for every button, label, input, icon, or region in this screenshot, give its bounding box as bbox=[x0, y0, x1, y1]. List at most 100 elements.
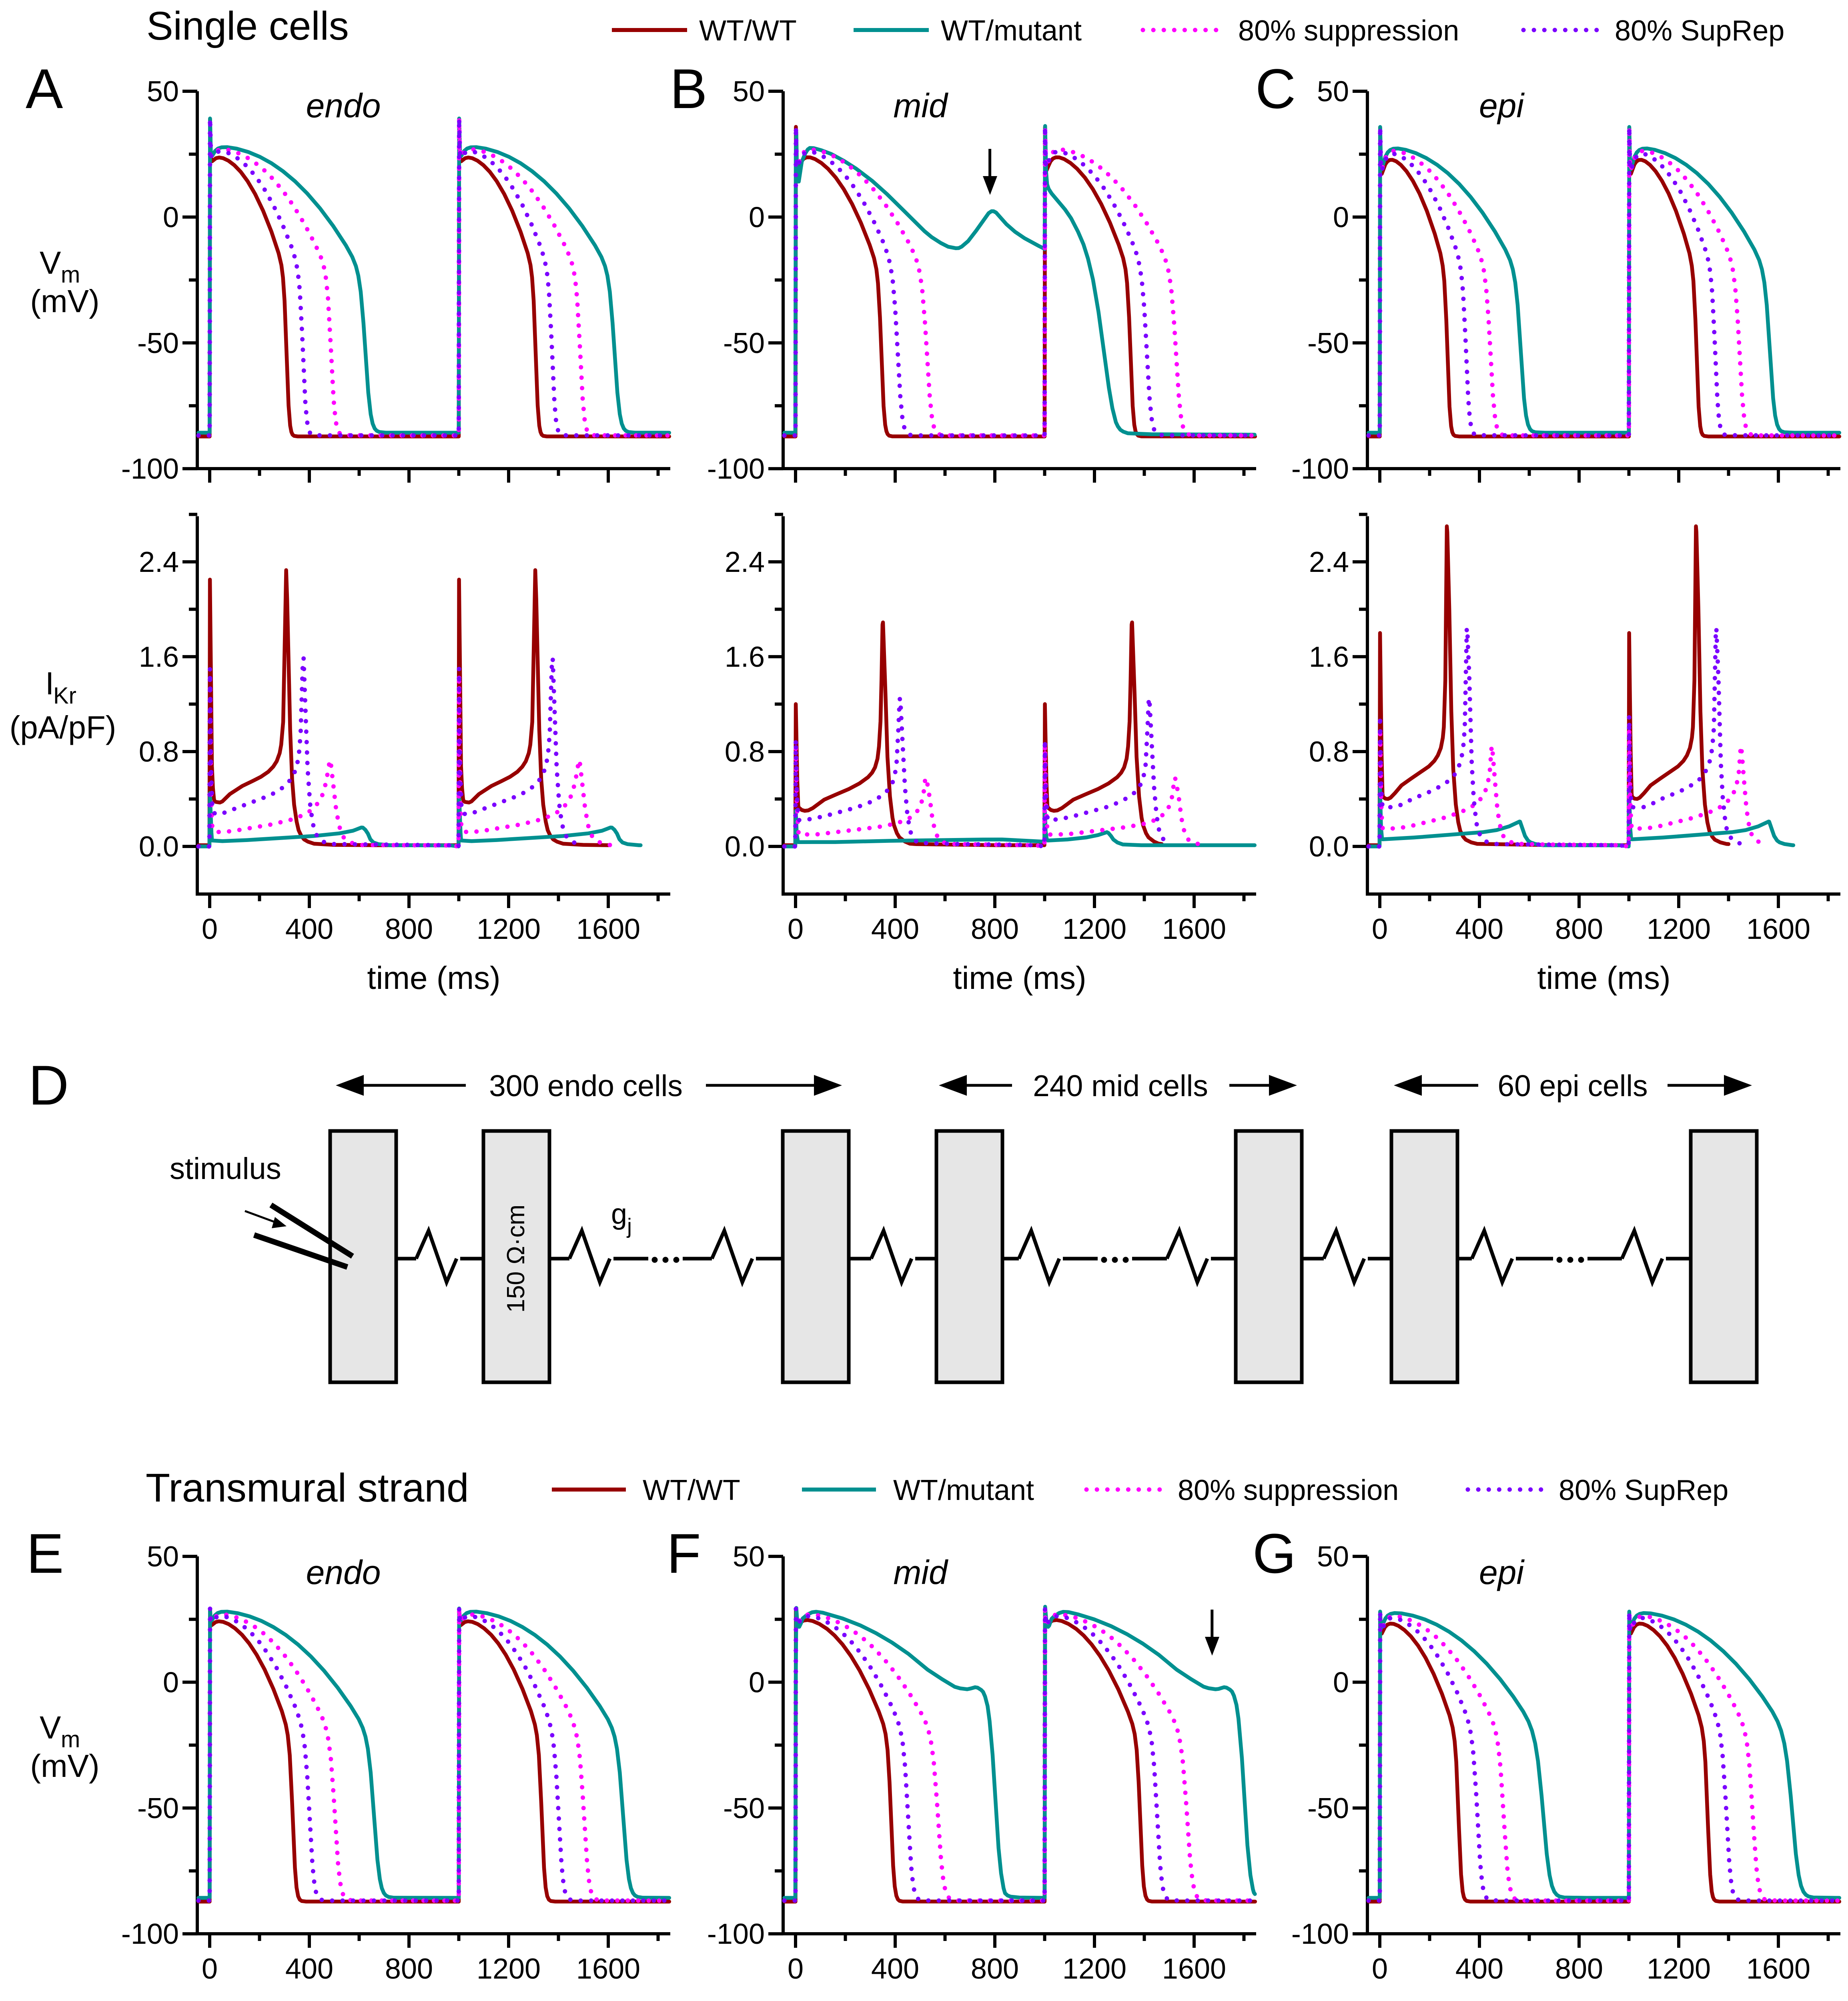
svg-text:50: 50 bbox=[733, 76, 765, 108]
svg-text:C: C bbox=[1255, 57, 1296, 120]
svg-text:-100: -100 bbox=[1291, 1918, 1349, 1950]
svg-text:j: j bbox=[626, 1214, 632, 1238]
svg-text:0: 0 bbox=[788, 1953, 804, 1985]
svg-text:-100: -100 bbox=[707, 1918, 765, 1950]
svg-text:mid: mid bbox=[893, 87, 948, 124]
svg-text:150 Ω·cm: 150 Ω·cm bbox=[502, 1205, 530, 1313]
svg-text:1200: 1200 bbox=[477, 913, 541, 945]
svg-text:800: 800 bbox=[971, 913, 1019, 945]
svg-text:50: 50 bbox=[733, 1541, 765, 1573]
svg-text:-50: -50 bbox=[723, 327, 765, 359]
svg-text:time (ms): time (ms) bbox=[953, 2000, 1086, 2001]
svg-text:0.0: 0.0 bbox=[1309, 831, 1349, 863]
svg-text:epi: epi bbox=[1479, 1554, 1525, 1591]
svg-text:0: 0 bbox=[1372, 1953, 1388, 1985]
svg-text:400: 400 bbox=[871, 1953, 919, 1985]
svg-text:I: I bbox=[45, 666, 54, 701]
svg-text:time (ms): time (ms) bbox=[1537, 2000, 1670, 2001]
svg-text:60 epi cells: 60 epi cells bbox=[1497, 1069, 1648, 1103]
svg-text:mid: mid bbox=[893, 1554, 948, 1591]
svg-text:-100: -100 bbox=[707, 453, 765, 485]
svg-text:0: 0 bbox=[202, 913, 218, 945]
svg-text:V: V bbox=[40, 1710, 61, 1745]
svg-text:1200: 1200 bbox=[1647, 913, 1711, 945]
svg-text:800: 800 bbox=[971, 1953, 1019, 1985]
svg-text:800: 800 bbox=[1555, 1953, 1603, 1985]
svg-text:50: 50 bbox=[147, 76, 179, 108]
svg-text:1200: 1200 bbox=[1062, 1953, 1126, 1985]
svg-text:0: 0 bbox=[749, 201, 765, 233]
svg-text:2.4: 2.4 bbox=[1309, 546, 1349, 578]
svg-text:0.8: 0.8 bbox=[139, 736, 179, 768]
svg-text:400: 400 bbox=[285, 1953, 333, 1985]
svg-text:m: m bbox=[61, 1726, 80, 1752]
svg-text:1600: 1600 bbox=[1746, 1953, 1810, 1985]
svg-text:300 endo cells: 300 endo cells bbox=[489, 1069, 683, 1103]
svg-text:1.6: 1.6 bbox=[1309, 641, 1349, 673]
svg-text:G: G bbox=[1253, 1522, 1296, 1585]
svg-text:E: E bbox=[26, 1522, 64, 1585]
svg-text:0.0: 0.0 bbox=[139, 831, 179, 863]
svg-text:A: A bbox=[26, 57, 63, 120]
svg-text:-50: -50 bbox=[1307, 327, 1349, 359]
svg-text:2.4: 2.4 bbox=[139, 546, 179, 578]
svg-text:1200: 1200 bbox=[1062, 913, 1126, 945]
svg-text:F: F bbox=[667, 1522, 701, 1585]
svg-text:0: 0 bbox=[163, 201, 179, 233]
svg-text:50: 50 bbox=[147, 1541, 179, 1573]
svg-text:1200: 1200 bbox=[1647, 1953, 1711, 1985]
svg-text:1600: 1600 bbox=[576, 1953, 640, 1985]
svg-text:WT/mutant: WT/mutant bbox=[941, 15, 1082, 47]
svg-text:WT/WT: WT/WT bbox=[699, 15, 797, 47]
svg-text:endo: endo bbox=[306, 87, 381, 124]
svg-text:1600: 1600 bbox=[1162, 913, 1226, 945]
svg-text:m: m bbox=[61, 262, 80, 288]
svg-text:WT/WT: WT/WT bbox=[643, 1474, 740, 1506]
svg-text:-50: -50 bbox=[137, 327, 179, 359]
svg-text:0.8: 0.8 bbox=[1309, 736, 1349, 768]
svg-text:Transmural strand: Transmural strand bbox=[146, 1466, 469, 1510]
svg-text:0.0: 0.0 bbox=[725, 831, 765, 863]
svg-text:1.6: 1.6 bbox=[725, 641, 765, 673]
svg-text:-50: -50 bbox=[1307, 1792, 1349, 1825]
svg-text:800: 800 bbox=[385, 1953, 433, 1985]
svg-text:0: 0 bbox=[788, 913, 804, 945]
svg-text:0: 0 bbox=[202, 1953, 218, 1985]
svg-text:time (ms): time (ms) bbox=[367, 960, 500, 996]
svg-text:240 mid cells: 240 mid cells bbox=[1033, 1069, 1208, 1103]
svg-text:time (ms): time (ms) bbox=[367, 2000, 500, 2001]
svg-text:0: 0 bbox=[1333, 201, 1349, 233]
svg-text:800: 800 bbox=[385, 913, 433, 945]
svg-text:0: 0 bbox=[749, 1666, 765, 1698]
svg-text:1600: 1600 bbox=[1162, 1953, 1226, 1985]
svg-text:0.8: 0.8 bbox=[725, 736, 765, 768]
svg-text:50: 50 bbox=[1317, 76, 1349, 108]
svg-text:80% SupRep: 80% SupRep bbox=[1559, 1474, 1728, 1506]
svg-text:80% SupRep: 80% SupRep bbox=[1615, 15, 1784, 47]
svg-text:B: B bbox=[670, 57, 707, 120]
svg-text:0: 0 bbox=[1333, 1666, 1349, 1698]
svg-text:Kr: Kr bbox=[53, 683, 76, 709]
svg-text:800: 800 bbox=[1555, 913, 1603, 945]
svg-text:WT/mutant: WT/mutant bbox=[893, 1474, 1034, 1506]
svg-text:1200: 1200 bbox=[477, 1953, 541, 1985]
svg-text:(pA/pF): (pA/pF) bbox=[10, 710, 116, 745]
svg-text:epi: epi bbox=[1479, 87, 1525, 124]
svg-text:400: 400 bbox=[871, 913, 919, 945]
svg-text:g: g bbox=[611, 1198, 627, 1230]
svg-text:400: 400 bbox=[1455, 913, 1503, 945]
svg-text:0: 0 bbox=[1372, 913, 1388, 945]
svg-text:time (ms): time (ms) bbox=[1537, 960, 1670, 996]
svg-text:-50: -50 bbox=[723, 1792, 765, 1825]
svg-text:80% suppression: 80% suppression bbox=[1178, 1474, 1399, 1506]
svg-text:1600: 1600 bbox=[576, 913, 640, 945]
svg-text:-50: -50 bbox=[137, 1792, 179, 1825]
svg-text:Single cells: Single cells bbox=[146, 4, 349, 48]
svg-text:-100: -100 bbox=[1291, 453, 1349, 485]
svg-text:1600: 1600 bbox=[1746, 913, 1810, 945]
svg-text:50: 50 bbox=[1317, 1541, 1349, 1573]
svg-text:D: D bbox=[28, 1054, 69, 1117]
svg-text:-100: -100 bbox=[121, 453, 179, 485]
svg-text:400: 400 bbox=[285, 913, 333, 945]
svg-text:1.6: 1.6 bbox=[139, 641, 179, 673]
